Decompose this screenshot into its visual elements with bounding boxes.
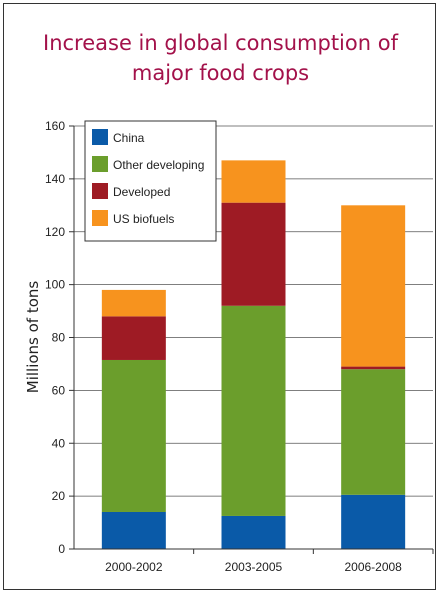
bar-2003-2005-china: [221, 515, 286, 549]
bar-2006-2008-us-biofuels: [341, 205, 406, 367]
x-category-label-2000-2002: 2000-2002: [105, 560, 163, 574]
y-tick-label-40: 40: [52, 436, 66, 450]
legend-swatch-other-developing: [92, 156, 108, 172]
legend-label-developed: Developed: [113, 185, 170, 199]
y-axis-title: Millions of tons: [24, 281, 42, 394]
legend-swatch-china: [92, 129, 108, 145]
bar-2003-2005-developed: [221, 202, 286, 306]
chart-title: Increase in global consumption of major …: [0, 28, 441, 88]
bar-2006-2008-developed: [341, 366, 406, 370]
bar-2000-2002-us-biofuels: [101, 289, 166, 317]
x-category-labels: 2000-2002 2003-2005 2006-2008: [105, 549, 434, 574]
y-tick-label-120: 120: [45, 225, 65, 239]
y-tick-label-60: 60: [52, 383, 66, 397]
x-category-label-2006-2008: 2006-2008: [344, 560, 402, 574]
legend-label-us-biofuels: US biofuels: [113, 212, 174, 226]
y-tick-label-20: 20: [52, 489, 66, 503]
chart-title-line-1: Increase in global consumption of: [43, 31, 398, 55]
bar-2003-2005-us-biofuels: [221, 160, 286, 203]
legend-swatch-us-biofuels: [92, 210, 108, 226]
bar-2003-2005-other-developing: [221, 305, 286, 516]
y-tick-label-100: 100: [45, 278, 65, 292]
legend: China Other developing Developed US biofuel…: [84, 120, 217, 242]
y-tick-label-140: 140: [45, 172, 65, 186]
y-tick-label-160: 160: [45, 119, 65, 133]
legend-swatch-developed: [92, 183, 108, 199]
y-tick-label-80: 80: [52, 331, 66, 345]
x-category-label-2003-2005: 2003-2005: [225, 560, 283, 574]
bar-2006-2008-other-developing: [341, 369, 406, 495]
legend-label-china: China: [113, 131, 145, 145]
bar-2006-2008-china: [341, 494, 406, 549]
bar-2000-2002-other-developing: [101, 359, 166, 512]
bars: [101, 160, 406, 549]
bar-2000-2002-developed: [101, 316, 166, 360]
y-ticks: 0 20 40 60 80 100 120 140 160: [45, 119, 74, 556]
chart-title-line-2: major food crops: [131, 61, 310, 85]
legend-label-other-developing: Other developing: [113, 158, 204, 172]
bar-2000-2002-china: [101, 511, 166, 549]
y-tick-label-0: 0: [58, 542, 65, 556]
